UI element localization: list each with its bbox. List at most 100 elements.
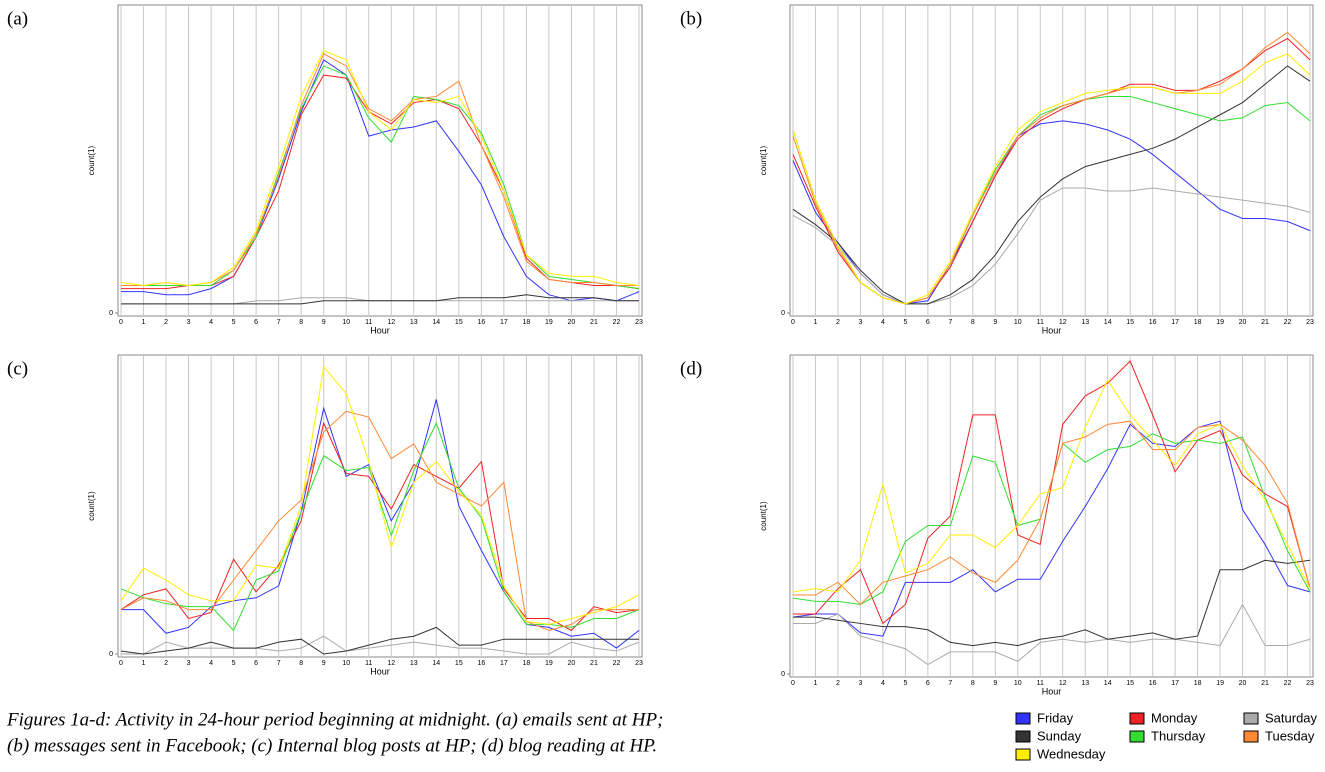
legend-swatch: [1015, 712, 1031, 725]
x-tick-label: 13: [1081, 680, 1089, 687]
x-tick-label: 11: [1037, 319, 1044, 326]
x-tick-label: 10: [1014, 680, 1022, 687]
y-tick-label: 0: [109, 310, 113, 317]
x-tick-label: 18: [522, 660, 530, 667]
x-axis-label: Hour: [370, 666, 390, 676]
x-tick-label: 0: [791, 319, 795, 326]
x-tick-label: 9: [322, 660, 326, 667]
legend-swatch: [1129, 712, 1145, 725]
series-line: [121, 59, 640, 302]
x-tick-label: 1: [142, 660, 146, 667]
x-tick-label: 8: [971, 680, 975, 687]
x-tick-label: 11: [1037, 680, 1044, 687]
series-line: [121, 635, 640, 655]
legend-label: Tuesday: [1265, 728, 1315, 743]
x-tick-label: 3: [187, 660, 191, 667]
x-tick-label: 18: [1194, 319, 1202, 326]
x-tick-label: 0: [119, 319, 123, 326]
x-tick-label: 7: [277, 660, 281, 667]
x-tick-label: 1: [814, 319, 818, 326]
x-tick-label: 2: [836, 319, 840, 326]
x-tick-label: 16: [1149, 680, 1157, 687]
x-tick-label: 17: [500, 660, 508, 667]
x-tick-label: 16: [477, 319, 485, 326]
x-tick-label: 23: [635, 660, 643, 667]
x-tick-label: 19: [1216, 319, 1224, 326]
x-tick-label: 21: [590, 660, 598, 667]
x-tick-label: 7: [948, 680, 952, 687]
y-axis-label: count(1): [87, 491, 96, 521]
y-tick-label: 0: [781, 310, 785, 317]
panel-label: (a): [7, 8, 28, 29]
x-tick-label: 21: [1261, 680, 1269, 687]
x-tick-label: 14: [1104, 319, 1112, 326]
x-tick-label: 5: [903, 319, 907, 326]
series-line: [792, 53, 1311, 305]
x-tick-label: 18: [522, 319, 530, 326]
legend-label: Saturday: [1265, 710, 1318, 725]
x-tick-label: 4: [209, 660, 213, 667]
x-tick-label: 22: [613, 319, 621, 326]
legend-swatch: [1015, 748, 1031, 761]
x-tick-label: 23: [635, 319, 643, 326]
x-tick-label: 13: [410, 660, 418, 667]
series-line: [120, 365, 640, 625]
series-line: [121, 65, 640, 290]
x-tick-label: 16: [477, 660, 485, 667]
x-tick-label: 13: [1081, 319, 1089, 326]
x-tick-label: 12: [387, 319, 395, 326]
x-tick-label: 14: [432, 660, 440, 667]
x-tick-label: 20: [1239, 319, 1247, 326]
legend-swatch: [1243, 712, 1259, 725]
x-tick-label: 5: [903, 680, 907, 687]
legend-label: Friday: [1037, 710, 1074, 725]
x-tick-label: 19: [1216, 680, 1224, 687]
series-line: [793, 559, 1311, 647]
x-tick-label: 22: [1284, 319, 1292, 326]
x-tick-label: 20: [568, 319, 576, 326]
x-tick-label: 18: [1194, 680, 1202, 687]
x-tick-label: 0: [791, 680, 795, 687]
y-axis-label: count(1): [87, 145, 96, 175]
legend-label: Sunday: [1037, 728, 1082, 743]
legend-swatch: [1243, 730, 1259, 743]
x-tick-label: 9: [993, 680, 997, 687]
x-tick-label: 4: [881, 319, 885, 326]
x-tick-label: 0: [119, 660, 123, 667]
x-tick-label: 23: [1306, 319, 1314, 326]
series-line: [120, 421, 640, 632]
x-axis-label: Hour: [1042, 325, 1062, 335]
x-tick-label: 19: [545, 319, 553, 326]
y-axis-label: count(1): [759, 145, 768, 175]
x-tick-label: 6: [926, 680, 930, 687]
x-tick-label: 15: [1126, 680, 1134, 687]
x-tick-label: 10: [342, 660, 350, 667]
x-tick-label: 1: [814, 680, 818, 687]
x-tick-label: 21: [590, 319, 598, 326]
x-tick-label: 6: [254, 660, 258, 667]
series-line: [793, 420, 1311, 606]
x-tick-label: 10: [342, 319, 350, 326]
panel-label: (d): [680, 358, 702, 379]
plot-area: [789, 4, 1314, 317]
legend-label: Monday: [1151, 710, 1198, 725]
legend-label: Thursday: [1151, 728, 1206, 743]
x-tick-label: 5: [232, 319, 236, 326]
x-tick-label: 17: [500, 319, 508, 326]
series-line: [793, 603, 1311, 666]
x-tick-label: 8: [971, 319, 975, 326]
x-tick-label: 5: [232, 660, 236, 667]
series-line: [793, 360, 1311, 625]
series-line: [120, 626, 639, 655]
series-line: [792, 187, 1311, 305]
series-line: [792, 65, 1311, 305]
legend-swatch: [1129, 730, 1145, 743]
x-tick-label: 20: [1239, 680, 1247, 687]
x-tick-label: 3: [858, 680, 862, 687]
series-line: [120, 421, 640, 631]
x-tick-label: 9: [993, 319, 997, 326]
y-tick-label: 0: [781, 671, 785, 678]
x-axis-label: Hour: [1042, 686, 1062, 696]
x-tick-label: 3: [858, 319, 862, 326]
x-tick-label: 10: [1014, 319, 1022, 326]
